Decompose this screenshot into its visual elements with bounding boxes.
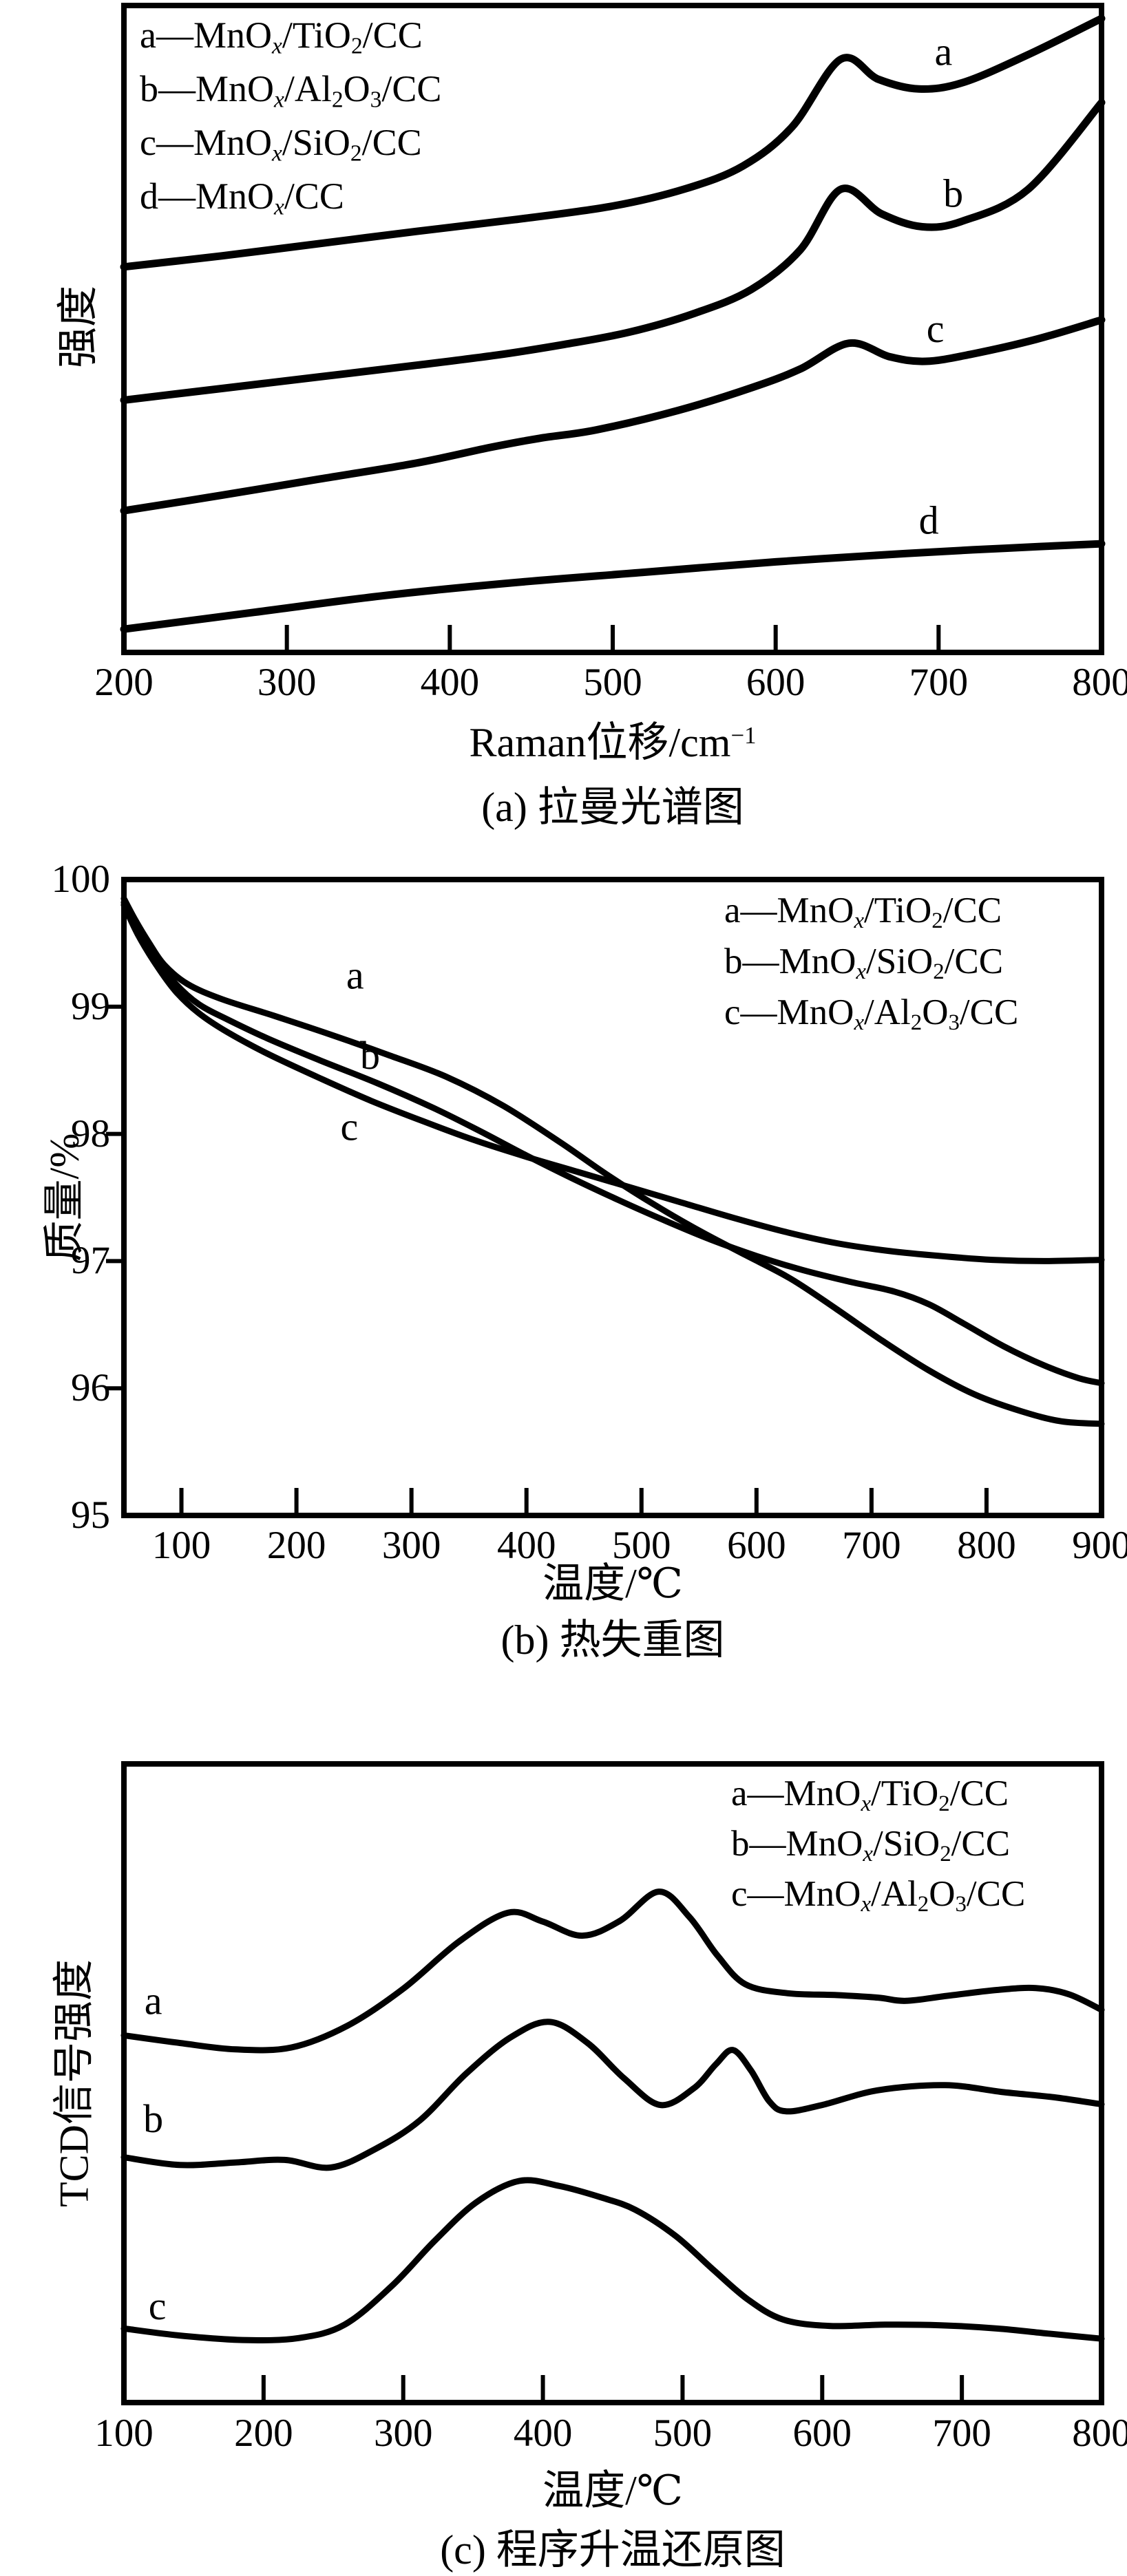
caption-raman: (a) 拉曼光谱图: [481, 785, 744, 830]
curve-label-c-b: b: [143, 2096, 163, 2141]
x-tick-label-200: 200: [234, 2412, 293, 2455]
curve-label-a-d: d: [919, 498, 939, 542]
x-tick-label-600: 600: [727, 1524, 786, 1567]
x-tick-label-800: 800: [1072, 2412, 1127, 2455]
y-tick-label-97: 97: [71, 1239, 110, 1283]
curve-b-b: [120, 899, 1105, 1387]
x-tick-label-500: 500: [583, 661, 642, 704]
curve-label-c-c: c: [149, 2284, 167, 2328]
caption-tpr: (c) 程序升温还原图: [440, 2527, 786, 2573]
curve-a-b: [120, 98, 1106, 404]
curve-label-a-a: a: [935, 30, 953, 74]
legend-entry-b-2: c—MnOx/Al2O3/CC: [724, 992, 1019, 1036]
x-tick-label-100: 100: [94, 2412, 154, 2455]
x-tick-label-200: 200: [94, 661, 154, 704]
legend-entry-a-3: d—MnOx/CC: [140, 175, 344, 220]
curve-a-c: [120, 316, 1106, 515]
y-tick-label-96: 96: [71, 1366, 110, 1410]
x-tick-label-300: 300: [381, 1524, 441, 1567]
legend-entry-c-0: a—MnOx/TiO2/CC: [731, 1774, 1009, 1817]
x-tick-label-400: 400: [496, 1524, 556, 1567]
x-tick-label-700: 700: [909, 661, 969, 704]
raman-plot: a b c d: [120, 3, 1106, 655]
legend-tpr: a—MnOx/TiO2/CC b—MnOx/SiO2/CC c—MnOx/Al2O3…: [731, 1769, 1025, 1919]
curve-label-c-a: a: [145, 1978, 162, 2023]
x-axis-label-tpr: 温度/℃: [543, 2468, 683, 2513]
x-tick-label-500: 500: [612, 1524, 671, 1567]
curve-b-c: [120, 902, 1105, 1264]
x-tick-label-200: 200: [266, 1524, 326, 1567]
x-tick-label-300: 300: [373, 2412, 433, 2455]
curve-label-b-c: c: [341, 1105, 359, 1149]
legend-entry-a-2: c—MnOx/SiO2/CC: [140, 122, 422, 167]
plot-border-b: [121, 877, 1104, 1518]
y-tick-labels-tga: 100 99 98 97 96 95: [14, 0, 111, 2576]
legend-raman: a—MnOx/TiO2/CC b—MnOx/Al2O3/CC c—MnOx/SiO2…: [140, 8, 441, 223]
curve-label-a-b: b: [943, 171, 963, 216]
x-tick-label-700: 700: [932, 2412, 991, 2455]
x-tick-label-400: 400: [513, 2412, 573, 2455]
x-tick-label-600: 600: [746, 661, 805, 704]
x-tick-label-700: 700: [842, 1524, 901, 1567]
tpr-plot: a b c: [120, 1761, 1105, 2405]
curve-b-a: [120, 895, 1105, 1427]
curve-c-a: [120, 1888, 1105, 2054]
x-tick-labels-tga: 100 200 300 400 500 600 700 800 900: [0, 1522, 1127, 1571]
curve-c-b: [120, 2019, 1105, 2171]
x-tick-label-400: 400: [420, 661, 480, 704]
x-tick-label-300: 300: [257, 661, 317, 704]
x-axis-label-tga: 温度/℃: [543, 1561, 683, 1606]
x-tick-label-500: 500: [653, 2412, 713, 2455]
plot-border-a: [121, 3, 1104, 655]
legend-entry-c-2: c—MnOx/Al2O3/CC: [731, 1874, 1026, 1917]
legend-entry-b-1: b—MnOx/SiO2/CC: [724, 941, 1004, 985]
legend-tga: a—MnOx/TiO2/CC b—MnOx/SiO2/CC c—MnOx/Al2O3…: [724, 885, 1018, 1038]
x-tick-labels-tpr: 100 200 300 400 500 600 700 800: [0, 2410, 1127, 2458]
legend-entry-b-0: a—MnOx/TiO2/CC: [724, 891, 1002, 934]
curve-label-a-c: c: [927, 306, 945, 351]
x-axis-label-raman: Raman位移/cm−1: [469, 720, 757, 765]
caption-tga: (b) 热失重图: [501, 1617, 725, 1663]
curve-c-c: [120, 2177, 1105, 2343]
x-tick-label-800: 800: [957, 1524, 1016, 1567]
legend-entry-a-1: b—MnOx/Al2O3/CC: [140, 68, 442, 113]
x-tick-label-800: 800: [1072, 661, 1127, 704]
x-tick-labels-raman: 200 300 400 500 600 700 800: [0, 659, 1127, 707]
curve-label-b-a: a: [346, 953, 364, 998]
x-tick-label-100: 100: [151, 1524, 211, 1567]
legend-entry-a-0: a—MnOx/TiO2/CC: [140, 14, 423, 59]
y-axis-label-tpr: TCD信号强度: [51, 1959, 97, 2207]
y-tick-label-95: 95: [71, 1493, 110, 1537]
curve-label-b-b: b: [360, 1033, 380, 1078]
tga-plot: abc: [106, 877, 1105, 1518]
legend-entry-c-1: b—MnOx/SiO2/CC: [731, 1824, 1011, 1867]
y-tick-label-98: 98: [71, 1111, 110, 1156]
curve-a-d: [120, 540, 1106, 633]
x-tick-label-900: 900: [1072, 1524, 1127, 1567]
y-tick-label-100: 100: [51, 858, 111, 901]
y-tick-label-99: 99: [71, 984, 110, 1028]
x-tick-label-600: 600: [792, 2412, 852, 2455]
curve-a-a: [120, 14, 1106, 271]
plot-border-c: [121, 1761, 1104, 2405]
